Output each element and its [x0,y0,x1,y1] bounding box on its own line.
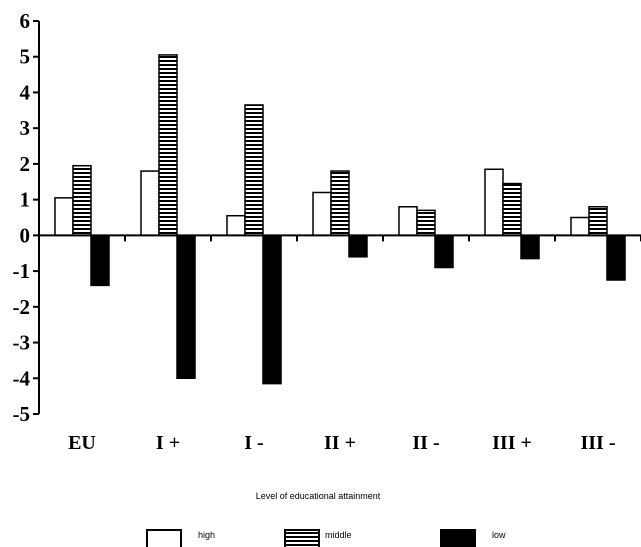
bar-low-1 [90,234,110,287]
legend-swatch-low [440,529,476,547]
x-axis-title: Level of educational attainment [256,491,381,501]
legend-label-high: high [198,530,215,540]
y-tick-label: -2 [13,295,31,319]
bar-high-4 [312,191,332,237]
category-label: III + [492,432,532,454]
bar-high-6 [484,168,504,237]
bar-low-4 [348,234,368,258]
y-tick-label: 6 [20,9,31,33]
category-label: II - [412,432,439,454]
bar-low-5 [434,234,454,269]
bar-middle-7 [588,206,608,237]
bar-high-5 [398,206,418,237]
legend-label-low: low [492,530,506,540]
bar-high-1 [54,197,74,237]
y-tick-label: 2 [20,152,31,176]
bar-low-7 [606,234,626,281]
bar-middle-2 [158,54,178,237]
y-tick-label: -3 [13,331,31,355]
bar-middle-6 [502,182,522,237]
category-label: III - [580,432,615,454]
bar-middle-4 [330,170,350,237]
y-axis: 6 5 4 3 2 1 0 -1 -2 -3 -4 -5 [13,9,40,426]
bar-high-2 [140,170,160,237]
y-tick-label: 5 [20,45,31,69]
bar-low-2 [176,234,196,380]
y-tick-label: 3 [20,116,31,140]
y-tick-label: 1 [20,188,31,212]
bar-middle-1 [72,164,92,237]
category-label: EU [68,432,96,454]
y-tick-label: 0 [20,223,31,247]
x-axis [38,234,641,242]
bar-middle-5 [416,209,436,237]
legend-label-middle: middle [325,530,352,540]
bars [54,54,626,385]
category-label: II + [324,432,356,454]
legend-swatch-middle [284,529,320,547]
y-tick-label: -1 [13,259,31,283]
bar-high-3 [226,214,246,237]
bar-low-6 [520,234,540,260]
legend-swatch-high [146,529,182,547]
y-tick-label: 4 [20,80,31,104]
category-label: I + [156,432,180,454]
y-tick-label: -4 [13,366,31,390]
bar-low-3 [262,234,282,385]
y-tick-label: -5 [13,402,31,426]
category-label: I - [244,432,263,454]
bar-high-7 [570,216,590,237]
bar-middle-3 [244,104,264,237]
category-labels: EU I + I - II + II - III + III - [68,432,615,454]
legend: high middle low [146,529,506,547]
